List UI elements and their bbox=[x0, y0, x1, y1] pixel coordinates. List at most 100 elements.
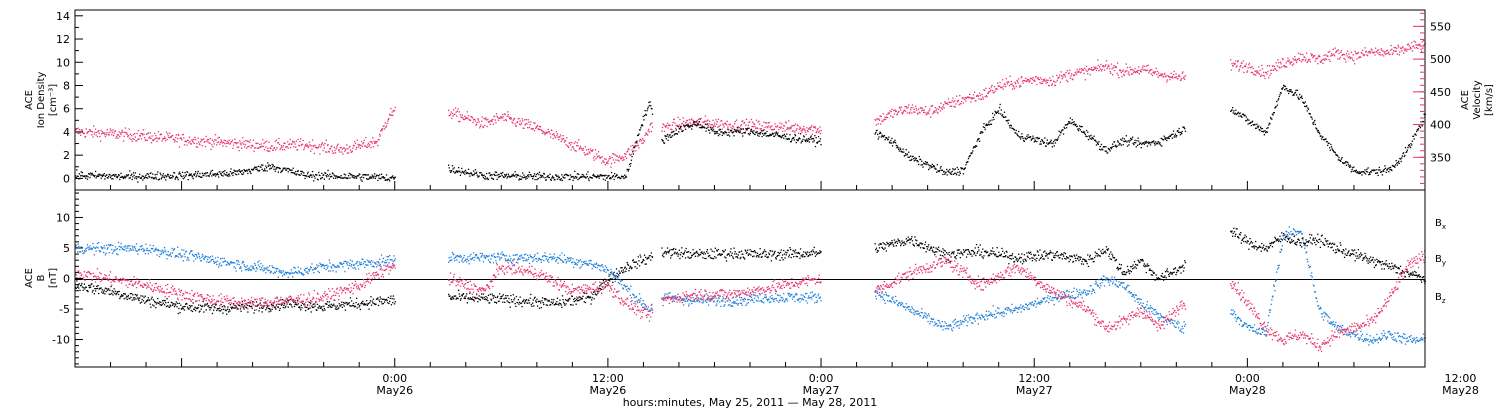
data-point bbox=[339, 305, 342, 307]
data-point bbox=[495, 113, 498, 115]
data-point bbox=[1252, 67, 1254, 70]
data-point bbox=[147, 173, 149, 175]
data-point bbox=[678, 126, 680, 128]
data-point bbox=[901, 151, 904, 153]
data-point bbox=[719, 133, 721, 135]
data-point bbox=[1279, 61, 1282, 63]
data-point bbox=[1100, 149, 1102, 151]
data-point bbox=[178, 173, 180, 175]
data-point bbox=[257, 170, 259, 172]
data-point bbox=[171, 302, 173, 304]
data-point bbox=[1110, 63, 1113, 65]
data-point bbox=[1368, 50, 1371, 52]
data-point bbox=[240, 170, 242, 172]
data-point bbox=[527, 119, 529, 121]
data-point bbox=[344, 150, 346, 152]
data-point bbox=[1057, 136, 1060, 138]
data-point bbox=[183, 144, 186, 146]
data-point bbox=[122, 293, 125, 295]
data-point bbox=[1039, 140, 1042, 143]
data-point bbox=[103, 174, 105, 177]
data-point bbox=[357, 304, 359, 306]
data-point bbox=[150, 142, 153, 144]
data-point bbox=[579, 296, 582, 299]
data-point bbox=[547, 174, 549, 177]
data-point bbox=[691, 125, 693, 127]
data-point bbox=[1367, 52, 1369, 54]
data-point bbox=[540, 307, 542, 309]
data-point bbox=[549, 133, 551, 135]
data-point bbox=[225, 310, 227, 312]
data-point bbox=[1094, 67, 1096, 69]
data-point bbox=[788, 127, 790, 129]
data-point bbox=[700, 252, 702, 254]
data-point bbox=[235, 142, 237, 144]
data-point bbox=[204, 173, 206, 175]
data-point bbox=[366, 146, 368, 149]
data-point bbox=[213, 306, 215, 308]
data-point bbox=[1105, 150, 1108, 152]
data-point bbox=[305, 145, 307, 147]
data-point bbox=[282, 145, 284, 147]
data-point bbox=[1126, 70, 1128, 72]
data-point bbox=[910, 109, 912, 111]
data-point bbox=[560, 178, 562, 180]
data-point bbox=[1296, 61, 1298, 64]
data-point bbox=[467, 168, 470, 170]
data-point bbox=[605, 158, 607, 160]
data-point bbox=[916, 160, 919, 162]
data-point bbox=[789, 128, 791, 130]
data-point bbox=[246, 304, 248, 306]
data-point bbox=[103, 173, 105, 175]
data-point bbox=[954, 100, 956, 102]
data-point bbox=[1318, 54, 1320, 57]
data-point bbox=[806, 129, 809, 132]
data-point bbox=[1250, 71, 1252, 74]
data-point bbox=[1353, 166, 1355, 168]
data-point bbox=[709, 254, 711, 257]
data-point bbox=[317, 179, 319, 181]
data-point bbox=[1169, 135, 1172, 137]
data-point bbox=[467, 297, 470, 299]
data-point bbox=[670, 257, 672, 259]
data-point bbox=[634, 145, 636, 147]
data-point bbox=[589, 297, 591, 299]
data-point bbox=[97, 130, 99, 133]
data-point bbox=[1393, 46, 1395, 49]
data-point bbox=[458, 120, 460, 123]
data-point bbox=[228, 308, 230, 311]
data-point bbox=[1375, 172, 1377, 174]
data-point bbox=[515, 125, 518, 127]
data-point bbox=[681, 130, 684, 132]
data-point bbox=[558, 176, 560, 178]
data-point bbox=[665, 126, 667, 128]
data-point bbox=[1099, 145, 1101, 148]
data-point bbox=[159, 172, 161, 174]
data-point bbox=[96, 136, 99, 138]
data-point bbox=[251, 144, 253, 146]
data-point bbox=[727, 128, 729, 130]
data-point bbox=[1357, 171, 1359, 173]
data-point bbox=[252, 139, 255, 141]
data-point bbox=[319, 174, 321, 177]
data-point bbox=[990, 89, 992, 91]
data-point bbox=[941, 169, 943, 171]
data-point bbox=[351, 300, 353, 302]
data-point bbox=[1163, 139, 1165, 141]
data-point bbox=[356, 175, 358, 177]
data-point bbox=[982, 126, 984, 128]
data-point bbox=[638, 133, 640, 135]
data-point bbox=[1067, 123, 1069, 125]
data-point bbox=[737, 126, 739, 128]
data-point bbox=[582, 174, 585, 176]
data-point bbox=[1183, 76, 1185, 78]
data-point bbox=[265, 307, 268, 309]
data-point bbox=[641, 142, 643, 145]
data-point bbox=[889, 142, 891, 144]
data-point bbox=[1022, 82, 1024, 84]
data-point bbox=[1323, 54, 1325, 56]
data-point bbox=[715, 119, 717, 121]
data-point bbox=[610, 162, 613, 165]
data-point bbox=[482, 126, 485, 129]
data-point bbox=[532, 178, 534, 180]
